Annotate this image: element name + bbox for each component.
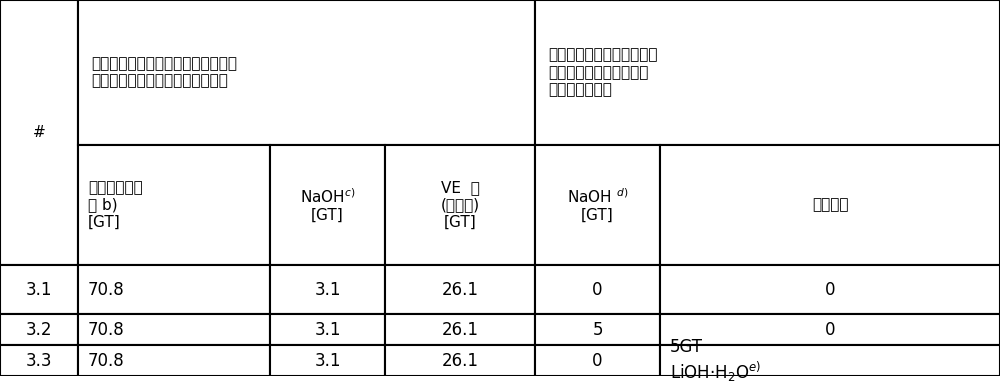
Polygon shape xyxy=(385,145,535,265)
Polygon shape xyxy=(660,265,1000,314)
Text: 3.1: 3.1 xyxy=(314,281,341,299)
Polygon shape xyxy=(78,345,270,377)
Polygon shape xyxy=(660,345,1000,377)
Text: NaOH$^{c)}$
[GT]: NaOH$^{c)}$ [GT] xyxy=(300,187,355,223)
Text: NaOH $^{d)}$
[GT]: NaOH $^{d)}$ [GT] xyxy=(567,187,628,223)
Text: 3.2: 3.2 xyxy=(26,321,52,339)
Text: 水玻瑚粘合剂的组分，所述水玻瑚粘
合剂已经在实验的准备阶段中制备: 水玻瑚粘合剂的组分，所述水玻瑚粘 合剂已经在实验的准备阶段中制备 xyxy=(91,56,237,89)
Polygon shape xyxy=(535,265,660,314)
Text: 26.1: 26.1 xyxy=(442,352,479,370)
Polygon shape xyxy=(535,314,660,345)
Polygon shape xyxy=(0,345,78,377)
Polygon shape xyxy=(270,345,385,377)
Text: 3.1: 3.1 xyxy=(314,352,341,370)
Polygon shape xyxy=(385,265,535,314)
Polygon shape xyxy=(78,145,270,265)
Polygon shape xyxy=(660,314,1000,345)
Polygon shape xyxy=(78,314,270,345)
Text: VE  水
(附加的)
[GT]: VE 水 (附加的) [GT] xyxy=(440,180,480,230)
Text: 5GT
LiOH·H$_2$O$^{e)}$: 5GT LiOH·H$_2$O$^{e)}$ xyxy=(670,338,761,384)
Text: 0: 0 xyxy=(592,352,603,370)
Text: #: # xyxy=(33,125,45,140)
Polygon shape xyxy=(0,314,78,345)
Polygon shape xyxy=(78,0,535,145)
Text: 固态的钓或锂化合物，所述
化合物作为添加剂添加给
模制材料混合物: 固态的钓或锂化合物，所述 化合物作为添加剂添加给 模制材料混合物 xyxy=(548,48,658,98)
Polygon shape xyxy=(0,0,78,265)
Polygon shape xyxy=(385,314,535,345)
Polygon shape xyxy=(535,0,1000,145)
Polygon shape xyxy=(78,265,270,314)
Text: 钓水玻瑚粘合
剂 b)
[GT]: 钓水玻瑚粘合 剂 b) [GT] xyxy=(88,180,143,230)
Polygon shape xyxy=(660,145,1000,265)
Polygon shape xyxy=(270,314,385,345)
Polygon shape xyxy=(270,265,385,314)
Text: 0: 0 xyxy=(592,281,603,299)
Text: 26.1: 26.1 xyxy=(442,321,479,339)
Text: 0: 0 xyxy=(825,281,835,299)
Text: 5: 5 xyxy=(592,321,603,339)
Polygon shape xyxy=(535,345,660,377)
Text: 0: 0 xyxy=(825,321,835,339)
Polygon shape xyxy=(0,265,78,314)
Text: 3.3: 3.3 xyxy=(26,352,52,370)
Text: 3.1: 3.1 xyxy=(314,321,341,339)
Text: 70.8: 70.8 xyxy=(88,281,125,299)
Text: 70.8: 70.8 xyxy=(88,352,125,370)
Text: 锂化合物: 锂化合物 xyxy=(812,198,848,212)
Text: 70.8: 70.8 xyxy=(88,321,125,339)
Polygon shape xyxy=(385,345,535,377)
Polygon shape xyxy=(270,145,385,265)
Text: 3.1: 3.1 xyxy=(26,281,52,299)
Text: 26.1: 26.1 xyxy=(442,281,479,299)
Polygon shape xyxy=(535,145,660,265)
